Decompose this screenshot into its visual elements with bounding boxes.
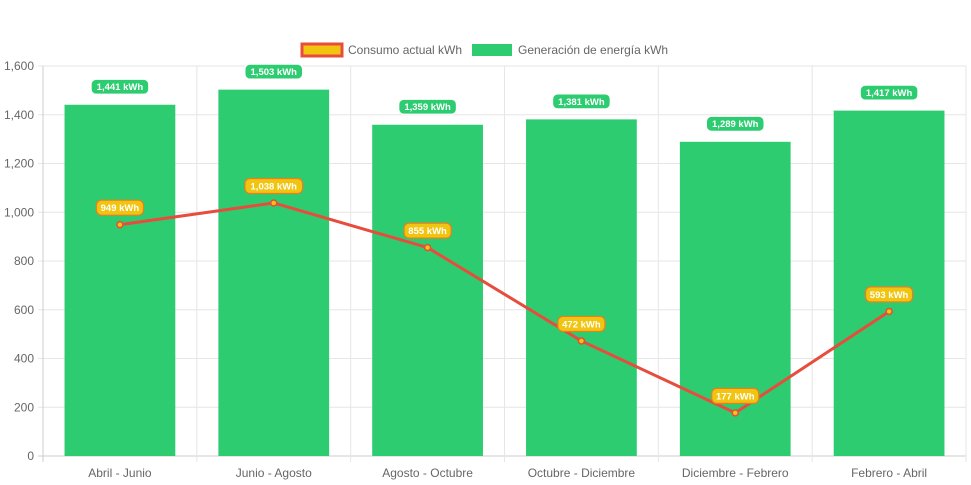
y-tick-label: 1,400 [4, 108, 34, 122]
line-data-label-bg [557, 315, 606, 333]
y-tick-label: 1,000 [4, 205, 34, 219]
line-data-label: 472 kWh [562, 319, 601, 330]
bar[interactable] [372, 124, 483, 457]
bar-data-label: 1,359 kWh [404, 102, 451, 113]
line-data-label: 593 kWh [870, 290, 909, 301]
x-tick-label: Febrero - Abril [851, 466, 927, 480]
line-point[interactable] [577, 337, 586, 345]
line-data-label-bg [95, 199, 145, 216]
line-point[interactable] [270, 199, 278, 207]
y-tick-label: 0 [27, 449, 34, 463]
bar[interactable] [526, 119, 637, 456]
bar-data-label-bg [705, 115, 765, 132]
grid [38, 65, 967, 462]
line-data-label: 855 kWh [408, 226, 447, 237]
line-data-label-bg [403, 222, 452, 239]
line-data-label: 949 kWh [101, 203, 140, 214]
x-tick-label: Diciembre - Febrero [682, 466, 789, 480]
bar-data-label: 1,441 kWh [97, 82, 144, 93]
y-tick-label: 1,200 [4, 157, 34, 171]
bar-data-label-bg [244, 63, 304, 80]
bar-data-label-bg [551, 93, 611, 110]
line-point[interactable] [423, 243, 432, 252]
x-tick-label: Octubre - Diciembre [528, 466, 636, 480]
line-data-label-bg [244, 177, 304, 195]
bar-data-label: 1,503 kWh [251, 67, 298, 78]
line-data-label-bg [864, 286, 914, 303]
bar-data-label-bg [90, 78, 150, 95]
bar[interactable] [833, 110, 945, 456]
bar-data-label: 1,289 kWh [712, 119, 759, 130]
legend[interactable]: Consumo actual kWh Generación de energía… [300, 42, 668, 58]
bar[interactable] [64, 104, 176, 456]
y-tick-label: 400 [14, 352, 34, 366]
line-path [119, 201, 890, 415]
line-data-label: 1,038 kWh [251, 181, 298, 192]
axes: 0 200 400 600 800 1,000 1,200 1,400 1,600 Abril -… [4, 59, 927, 480]
y-tick-label: 600 [14, 303, 34, 317]
legend-label-consumo[interactable]: Consumo actual kWh [348, 43, 462, 57]
data-labels: 1,441 kWh 1,503 kWh 1,359 kWh 1,381 kWh 1,28… [90, 63, 919, 404]
legend-label-generacion[interactable]: Generación de energía kWh [518, 43, 668, 57]
y-tick-label: 1,600 [4, 59, 34, 73]
line-point[interactable] [116, 220, 124, 229]
bar-data-label: 1,381 kWh [558, 97, 605, 108]
bar-data-label-bg [859, 84, 919, 101]
y-tick-label: 200 [14, 400, 34, 414]
line-data-label: 177 kWh [716, 391, 755, 402]
bar-data-label-bg [398, 98, 458, 115]
bar-data-label: 1,417 kWh [866, 88, 913, 99]
y-tick-label: 800 [14, 254, 34, 268]
line-series [116, 199, 893, 417]
x-tick-label: Abril - Junio [88, 466, 152, 480]
bar-series [64, 89, 945, 457]
x-tick-label: Junio - Agosto [236, 466, 312, 480]
legend-swatch-consumo[interactable] [300, 42, 344, 58]
bar[interactable] [218, 89, 330, 457]
line-point[interactable] [731, 409, 739, 417]
bar[interactable] [679, 141, 791, 456]
x-tick-label: Agosto - Octubre [382, 466, 473, 480]
line-point[interactable] [885, 307, 893, 316]
legend-swatch-generacion[interactable] [472, 44, 512, 56]
line-data-label-bg [711, 387, 760, 404]
